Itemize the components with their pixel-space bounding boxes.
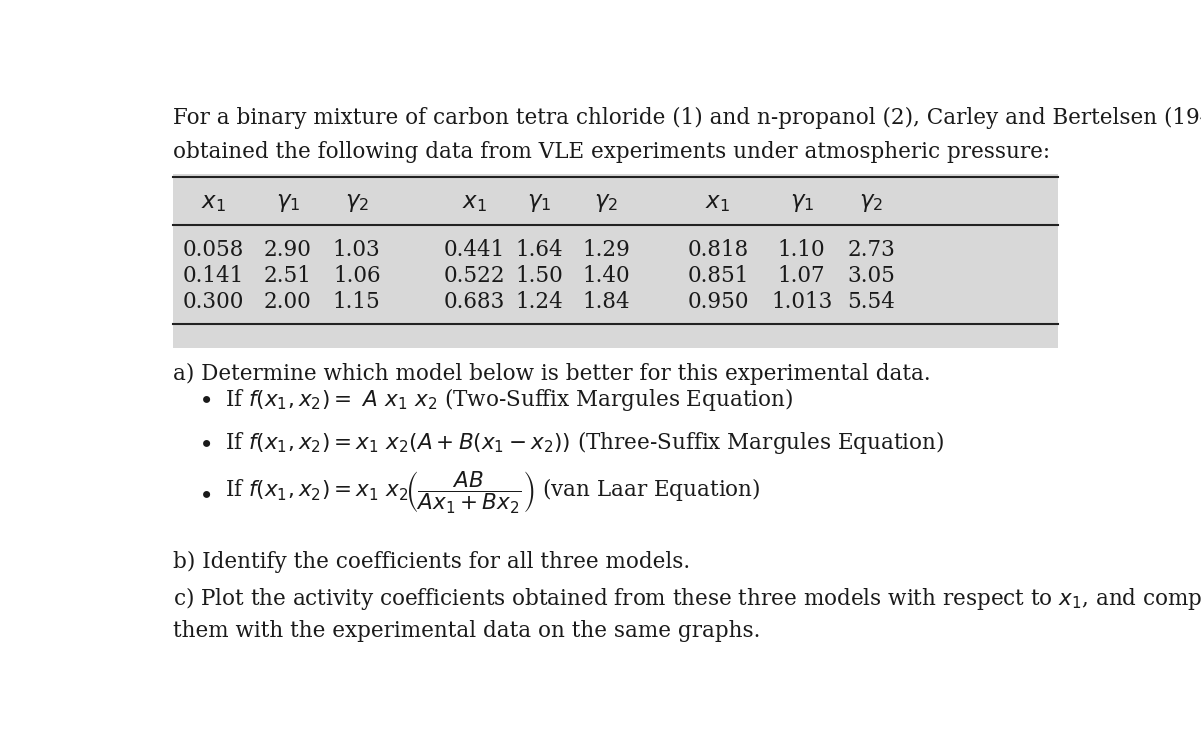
Text: them with the experimental data on the same graphs.: them with the experimental data on the s… — [173, 620, 760, 642]
Text: $\gamma_1$: $\gamma_1$ — [527, 192, 551, 214]
Text: c) Plot the activity coefficients obtained from these three models with respect : c) Plot the activity coefficients obtain… — [173, 585, 1201, 612]
Text: If $f(x_1, x_2) = \ A\ x_1\ x_2$ (Two-Suffix Margules Equation): If $f(x_1, x_2) = \ A\ x_1\ x_2$ (Two-Su… — [225, 386, 793, 413]
Text: $x_1$: $x_1$ — [201, 192, 226, 214]
Text: 2.73: 2.73 — [848, 239, 896, 261]
Text: $\bullet$: $\bullet$ — [197, 482, 210, 504]
Bar — [173, 174, 1058, 348]
Text: 2.90: 2.90 — [264, 239, 312, 261]
Text: 0.441: 0.441 — [443, 239, 504, 261]
Text: $\gamma_1$: $\gamma_1$ — [276, 192, 300, 214]
Text: $\gamma_2$: $\gamma_2$ — [594, 192, 619, 214]
Text: 1.50: 1.50 — [515, 265, 563, 286]
Text: 1.40: 1.40 — [582, 265, 631, 286]
Text: $\gamma_2$: $\gamma_2$ — [860, 192, 884, 214]
Text: b) Identify the coefficients for all three models.: b) Identify the coefficients for all thr… — [173, 550, 691, 573]
Text: 1.15: 1.15 — [333, 292, 381, 313]
Text: 0.522: 0.522 — [443, 265, 504, 286]
Text: 0.300: 0.300 — [183, 292, 244, 313]
Text: 0.058: 0.058 — [183, 239, 244, 261]
Text: 0.141: 0.141 — [183, 265, 244, 286]
Text: 1.06: 1.06 — [333, 265, 381, 286]
Text: $x_1$: $x_1$ — [705, 192, 730, 214]
Text: 1.29: 1.29 — [582, 239, 631, 261]
Text: 3.05: 3.05 — [848, 265, 896, 286]
Text: 2.51: 2.51 — [264, 265, 312, 286]
Text: 0.950: 0.950 — [687, 292, 748, 313]
Text: $\gamma_2$: $\gamma_2$ — [345, 192, 369, 214]
Text: 0.683: 0.683 — [443, 292, 504, 313]
Text: $x_1$: $x_1$ — [461, 192, 486, 214]
Text: $\bullet$: $\bullet$ — [197, 388, 210, 410]
Text: $\gamma_1$: $\gamma_1$ — [789, 192, 814, 214]
Text: 1.84: 1.84 — [582, 292, 631, 313]
Text: For a binary mixture of carbon tetra chloride (1) and n-propanol (2), Carley and: For a binary mixture of carbon tetra chl… — [173, 107, 1201, 129]
Text: 2.00: 2.00 — [264, 292, 312, 313]
Text: 1.03: 1.03 — [333, 239, 381, 261]
Text: obtained the following data from VLE experiments under atmospheric pressure:: obtained the following data from VLE exp… — [173, 141, 1051, 163]
Text: 1.07: 1.07 — [778, 265, 825, 286]
Text: 0.818: 0.818 — [687, 239, 748, 261]
Text: 5.54: 5.54 — [848, 292, 896, 313]
Text: a) Determine which model below is better for this experimental data.: a) Determine which model below is better… — [173, 362, 931, 385]
Text: 1.10: 1.10 — [778, 239, 825, 261]
Text: 1.64: 1.64 — [515, 239, 563, 261]
Text: 1.24: 1.24 — [515, 292, 563, 313]
Text: If $f(x_1, x_2) = x_1\ x_2\!\left(\dfrac{AB}{Ax_1+Bx_2}\right)$ (van Laar Equati: If $f(x_1, x_2) = x_1\ x_2\!\left(\dfrac… — [225, 470, 760, 516]
Text: 0.851: 0.851 — [687, 265, 748, 286]
Text: $\bullet$: $\bullet$ — [197, 431, 210, 453]
Text: If $f(x_1, x_2) = x_1\ x_2(A + B(x_1 - x_2))$ (Three-Suffix Margules Equation): If $f(x_1, x_2) = x_1\ x_2(A + B(x_1 - x… — [225, 429, 944, 456]
Text: 1.013: 1.013 — [771, 292, 832, 313]
